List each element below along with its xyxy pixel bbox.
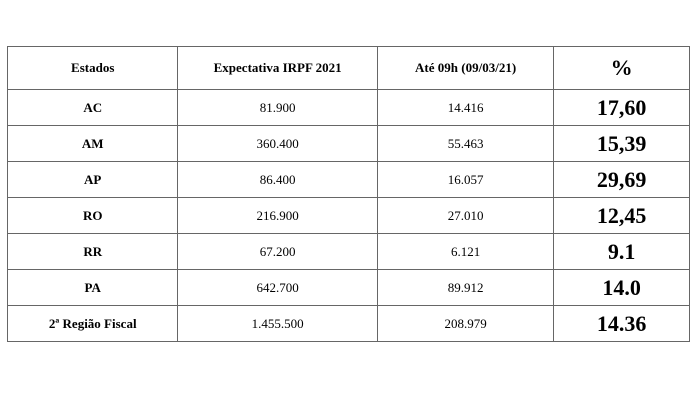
table-cell: RO <box>6 197 179 234</box>
table-cell: 81.900 <box>177 89 378 126</box>
table-cell: 9.1 <box>553 233 690 270</box>
table-cell: 67.200 <box>177 233 378 270</box>
table-cell: 2ª Região Fiscal <box>6 305 179 342</box>
table-row: 2ª Região Fiscal 1.455.500 208.979 14.36 <box>6 305 690 342</box>
table-row: AC 81.900 14.416 17,60 <box>6 89 690 126</box>
table-cell: PA <box>6 269 179 306</box>
header-cell: Estados <box>6 46 179 90</box>
table-cell: 360.400 <box>177 125 378 162</box>
table-cell: 14.416 <box>376 89 555 126</box>
table-cell: 6.121 <box>376 233 555 270</box>
table-cell: 17,60 <box>553 89 690 126</box>
table-row: RO 216.900 27.010 12,45 <box>6 197 690 234</box>
table-cell: 1.455.500 <box>177 305 378 342</box>
header-row: Estados Expectativa IRPF 2021 Até 09h (09/… <box>6 46 690 90</box>
data-table: Estados Expectativa IRPF 2021 Até 09h (09/… <box>6 46 690 342</box>
table-cell: 12,45 <box>553 197 690 234</box>
table-row: AM 360.400 55.463 15,39 <box>6 125 690 162</box>
table-cell: 15,39 <box>553 125 690 162</box>
table-cell: 89.912 <box>376 269 555 306</box>
table-cell: 208.979 <box>376 305 555 342</box>
table-cell: 642.700 <box>177 269 378 306</box>
table-cell: AP <box>6 161 179 198</box>
table-cell: AM <box>6 125 179 162</box>
header-cell: Expectativa IRPF 2021 <box>177 46 378 90</box>
table-row: PA 642.700 89.912 14.0 <box>6 269 690 306</box>
table-cell: 216.900 <box>177 197 378 234</box>
table-cell: 14.0 <box>553 269 690 306</box>
table-cell: AC <box>6 89 179 126</box>
table-row: AP 86.400 16.057 29,69 <box>6 161 690 198</box>
table-cell: 29,69 <box>553 161 690 198</box>
table-cell: 86.400 <box>177 161 378 198</box>
table-row: RR 67.200 6.121 9.1 <box>6 233 690 270</box>
table-cell: RR <box>6 233 179 270</box>
header-cell: Até 09h (09/03/21) <box>376 46 555 90</box>
table-cell: 16.057 <box>376 161 555 198</box>
table-cell: 55.463 <box>376 125 555 162</box>
header-cell: % <box>553 46 690 90</box>
table-cell: 27.010 <box>376 197 555 234</box>
table-cell: 14.36 <box>553 305 690 342</box>
